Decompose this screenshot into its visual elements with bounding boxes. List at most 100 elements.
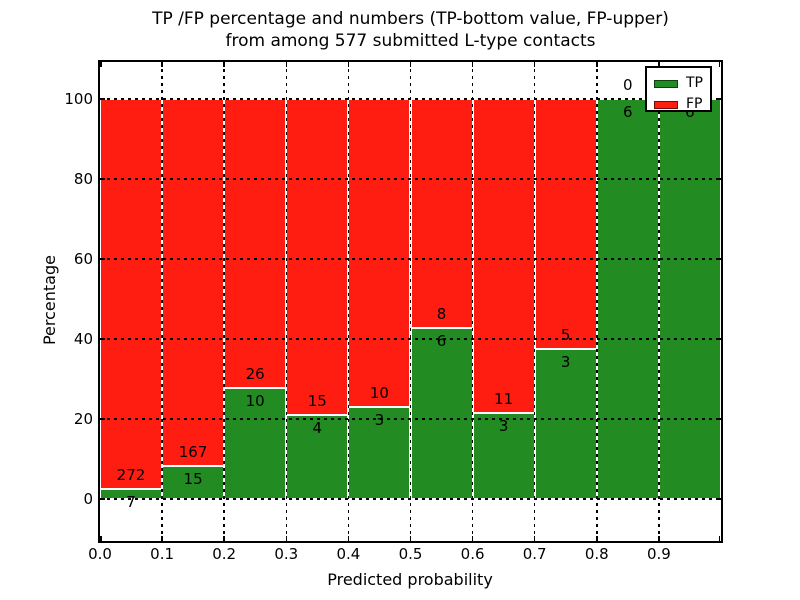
- tick-mark: [533, 536, 536, 541]
- y-tick-label: 80: [73, 170, 93, 188]
- bar-label-tp: 3: [498, 417, 509, 436]
- tick-mark: [100, 338, 105, 340]
- tick-mark: [347, 62, 350, 67]
- bar-segment-fp: [224, 99, 287, 388]
- y-tick-label: 40: [73, 330, 93, 348]
- gridline-vertical: [223, 62, 225, 541]
- x-tick-label: 0.3: [274, 545, 299, 563]
- gridline-vertical: [409, 62, 412, 541]
- tick-mark: [716, 498, 721, 500]
- bar-label-fp: 0: [623, 76, 633, 94]
- legend-label-fp: FP: [686, 96, 703, 112]
- legend-swatch-fp-icon: [654, 100, 678, 109]
- tick-mark: [716, 418, 721, 420]
- bar-label-tp: 3: [560, 353, 571, 371]
- tick-mark: [658, 62, 660, 67]
- bar-label-fp: 10: [369, 383, 389, 402]
- tick-mark: [100, 498, 105, 500]
- tick-mark: [718, 536, 721, 541]
- gridline-vertical: [596, 62, 598, 541]
- x-tick-label: 0.4: [336, 545, 361, 563]
- tick-mark: [100, 62, 102, 67]
- chart-title-line2: from among 577 submitted L-type contacts: [225, 31, 596, 51]
- legend-label-tp: TP: [686, 75, 703, 91]
- gridline-vertical: [347, 62, 350, 541]
- tick-mark: [716, 338, 721, 340]
- bar-segment-tp: [348, 406, 411, 499]
- bar-label-tp: 3: [374, 410, 385, 429]
- bar-label-tp: 4: [312, 418, 323, 437]
- bar-label-fp: 5: [560, 326, 571, 344]
- tick-mark: [161, 536, 163, 541]
- y-tick-label: 0: [83, 490, 93, 508]
- tick-mark: [223, 536, 225, 541]
- x-tick-label: 0.8: [584, 545, 609, 563]
- legend: TP FP: [645, 66, 712, 112]
- bar-label-fp: 26: [245, 364, 265, 383]
- x-axis-label: Predicted probability: [327, 570, 493, 589]
- tick-mark: [718, 62, 721, 67]
- tick-mark: [100, 178, 105, 180]
- y-axis-label: Percentage: [40, 255, 59, 346]
- gridline-horizontal: [100, 98, 721, 100]
- tick-mark: [409, 536, 412, 541]
- tick-mark: [471, 62, 474, 67]
- tick-mark: [658, 536, 660, 541]
- y-tick-label: 60: [73, 250, 93, 268]
- legend-entry-tp: TP: [654, 73, 710, 94]
- tick-mark: [716, 258, 721, 260]
- gridline-vertical: [658, 62, 660, 541]
- bar-segment-fp: [534, 99, 597, 349]
- bar-label-tp: 6: [436, 331, 447, 350]
- chart-title-line1: TP /FP percentage and numbers (TP-bottom…: [152, 9, 669, 29]
- tick-mark: [471, 536, 474, 541]
- bar-label-fp: 167: [178, 443, 208, 462]
- tick-mark: [596, 62, 598, 67]
- tick-mark: [596, 536, 598, 541]
- legend-swatch-tp-icon: [654, 79, 678, 88]
- tick-mark: [100, 536, 102, 541]
- bar-segment-fp: [410, 99, 473, 328]
- bar-segment-fp: [286, 99, 349, 415]
- bar-segment-fp: [162, 99, 225, 467]
- bar-label-fp: 11: [494, 390, 514, 409]
- chart-title: TP /FP percentage and numbers (TP-bottom…: [100, 8, 721, 52]
- gridline-vertical: [285, 62, 288, 541]
- tick-mark: [100, 98, 105, 100]
- bar-label-tp: 10: [245, 391, 265, 410]
- bar-segment-tp: [596, 99, 659, 499]
- gridline-horizontal: [100, 258, 721, 260]
- tick-mark: [347, 536, 350, 541]
- x-tick-label: 0.7: [522, 545, 547, 563]
- x-tick-label: 0.6: [460, 545, 485, 563]
- tick-mark: [716, 178, 721, 180]
- tick-mark: [100, 258, 105, 260]
- tick-mark: [223, 62, 225, 67]
- bar-label-fp: 8: [436, 304, 447, 323]
- bar-label-fp: 15: [307, 391, 327, 410]
- tick-mark: [533, 62, 536, 67]
- gridline-horizontal: [100, 418, 721, 420]
- gridline-vertical: [471, 62, 474, 541]
- gridline-vertical: [533, 62, 536, 541]
- x-tick-label: 0.0: [88, 545, 112, 563]
- bar-segment-fp: [472, 99, 535, 414]
- bar-label-tp: 6: [623, 103, 633, 121]
- x-tick-label: 0.5: [398, 545, 423, 563]
- tick-mark: [716, 98, 721, 100]
- gridline-horizontal: [100, 338, 721, 340]
- bar-label-fp: 272: [116, 465, 146, 484]
- bar-segment-fp: [348, 99, 411, 407]
- x-tick-label: 0.9: [646, 545, 671, 563]
- bar-label-tp: 7: [126, 492, 136, 511]
- y-tick-label: 20: [73, 410, 93, 428]
- y-tick-label: 100: [64, 90, 93, 108]
- bar-segment-tp: [410, 327, 473, 499]
- gridline-horizontal: [100, 178, 721, 180]
- tick-mark: [100, 418, 105, 420]
- bar-segment-tp: [286, 414, 349, 499]
- gridline-horizontal: [100, 498, 721, 500]
- bar-segment-fp: [100, 99, 163, 489]
- tick-mark: [409, 62, 412, 67]
- bar-segment-tp: [534, 349, 597, 499]
